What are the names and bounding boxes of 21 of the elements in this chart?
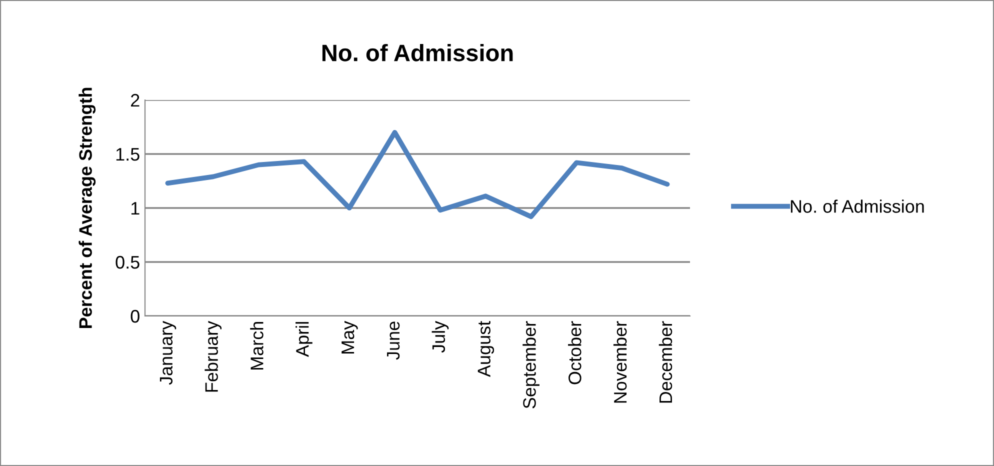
x-tick-label: January [160,320,176,385]
x-tick-label: September [522,321,540,408]
line-series [165,130,670,220]
x-tick-label: June [387,322,400,360]
y-tick-label: 0 [130,310,140,323]
chart-title: No. of Admission [322,44,513,62]
x-tick-label: August [478,320,494,378]
x-tick-label: October [568,321,582,384]
y-axis-title: Percent of Average Strength [78,88,96,328]
y-tick-label: 2 [131,94,140,107]
x-tick-label: February [204,320,222,392]
x-tick-label: May [342,320,358,354]
x-tick-label: April [296,322,312,357]
x-tick-label: November [613,321,627,403]
x-tick-label: March [250,322,264,370]
y-tick-label: 0.5 [116,256,140,269]
x-tick-label: December [658,321,672,403]
legend-label: No. of Admission [790,200,924,213]
x-tick-label: July [432,320,449,353]
y-tick-label: 1 [131,202,140,215]
y-tick-label: 1.5 [116,148,140,161]
